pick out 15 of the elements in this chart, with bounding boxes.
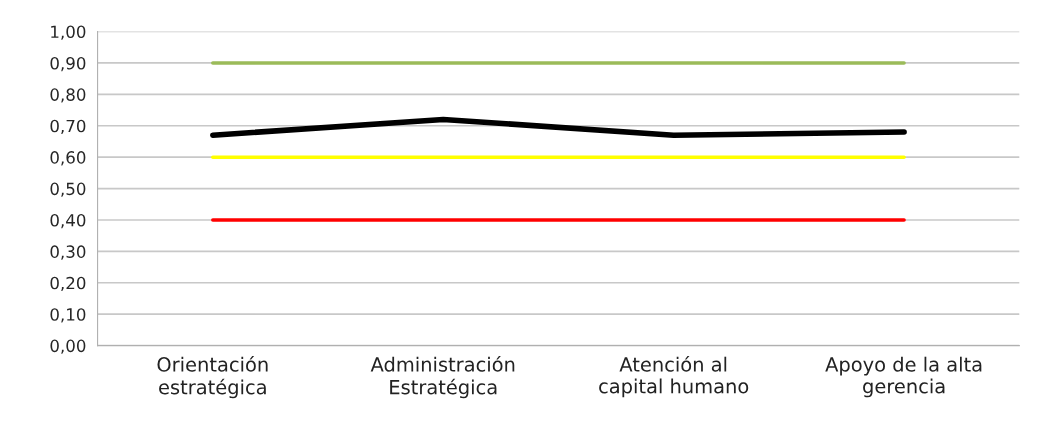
y-tick-label: 0,40 [50, 213, 86, 229]
x-tick-label: Orientación estratégica [157, 355, 268, 399]
y-tick-label: 0,90 [50, 56, 86, 72]
y-tick-label: 0,60 [50, 151, 86, 166]
y-tick-label: 0,80 [50, 88, 86, 103]
y-tick-label: 0,00 [50, 339, 86, 354]
y-tick-label: 0,20 [50, 276, 86, 292]
x-tick-label: Administración Estratégica [370, 355, 515, 399]
y-tick-label: 1,00 [51, 25, 86, 40]
y-tick-label: 0,50 [50, 182, 86, 197]
y-tick-label: 0,10 [50, 308, 86, 323]
x-tick-label: Apoyo de la alta gerencia [825, 356, 982, 398]
y-tick-label: 0,30 [50, 245, 86, 260]
x-tick-label: Atención al capital humano [599, 355, 749, 398]
y-tick-label: 0,70 [50, 119, 86, 135]
